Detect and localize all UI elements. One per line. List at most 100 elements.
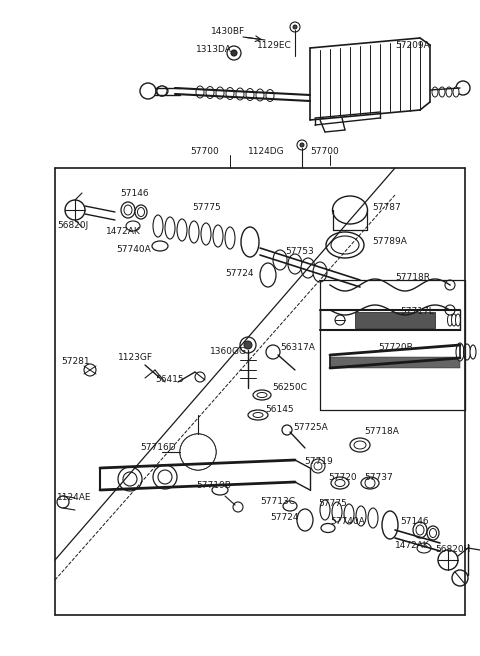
Ellipse shape: [257, 392, 267, 398]
Circle shape: [192, 446, 204, 458]
Circle shape: [227, 46, 241, 60]
Ellipse shape: [332, 502, 342, 522]
Text: 1124DG: 1124DG: [248, 148, 285, 157]
Ellipse shape: [124, 205, 132, 215]
Text: 57146: 57146: [120, 188, 149, 197]
Circle shape: [456, 81, 470, 95]
Text: 57716D: 57716D: [140, 443, 176, 453]
Ellipse shape: [326, 232, 364, 258]
Circle shape: [452, 570, 468, 586]
Text: 57718R: 57718R: [395, 274, 430, 283]
Ellipse shape: [266, 89, 274, 102]
Text: 57775: 57775: [318, 499, 347, 508]
Text: 57753: 57753: [285, 247, 314, 256]
Text: 56820J: 56820J: [57, 222, 88, 230]
Circle shape: [438, 550, 458, 570]
Ellipse shape: [253, 413, 263, 417]
Ellipse shape: [331, 477, 349, 489]
Text: 57719B: 57719B: [196, 480, 231, 489]
Circle shape: [231, 50, 237, 56]
Text: 57720B: 57720B: [378, 344, 413, 352]
Circle shape: [290, 22, 300, 32]
Ellipse shape: [432, 87, 438, 97]
Ellipse shape: [453, 87, 459, 97]
Circle shape: [180, 434, 216, 470]
Ellipse shape: [177, 219, 187, 241]
Text: 57700: 57700: [310, 148, 339, 157]
Ellipse shape: [331, 236, 359, 254]
Circle shape: [153, 465, 177, 489]
Ellipse shape: [225, 227, 235, 249]
Ellipse shape: [344, 504, 354, 524]
Ellipse shape: [180, 434, 216, 470]
Ellipse shape: [226, 87, 234, 100]
Text: 1472AK: 1472AK: [395, 541, 430, 550]
Text: 1124AE: 1124AE: [57, 493, 92, 502]
Circle shape: [311, 459, 325, 473]
Ellipse shape: [417, 543, 431, 553]
Ellipse shape: [456, 314, 460, 326]
Ellipse shape: [464, 344, 470, 360]
Circle shape: [57, 496, 69, 508]
Ellipse shape: [447, 314, 453, 326]
Circle shape: [297, 140, 307, 150]
Ellipse shape: [216, 87, 224, 99]
Circle shape: [240, 337, 256, 353]
Ellipse shape: [260, 263, 276, 287]
Ellipse shape: [368, 508, 378, 528]
Ellipse shape: [248, 410, 268, 420]
Ellipse shape: [288, 254, 302, 274]
Ellipse shape: [246, 89, 254, 100]
Ellipse shape: [413, 522, 427, 538]
Ellipse shape: [333, 196, 368, 224]
Circle shape: [300, 143, 304, 147]
Circle shape: [118, 467, 142, 491]
Ellipse shape: [241, 227, 259, 257]
Ellipse shape: [356, 506, 366, 526]
Text: 57725A: 57725A: [293, 424, 328, 432]
Text: 57724: 57724: [225, 270, 253, 279]
Ellipse shape: [236, 88, 244, 100]
Circle shape: [266, 345, 280, 359]
Text: 57720: 57720: [328, 474, 357, 483]
Ellipse shape: [350, 438, 370, 452]
Circle shape: [282, 425, 292, 435]
Bar: [330, 357, 460, 368]
Text: 56317A: 56317A: [280, 344, 315, 352]
Ellipse shape: [439, 87, 445, 97]
Text: 57775: 57775: [192, 203, 221, 213]
Ellipse shape: [456, 343, 464, 361]
Ellipse shape: [452, 314, 456, 326]
Circle shape: [233, 502, 243, 512]
Text: 57737: 57737: [364, 474, 393, 483]
Ellipse shape: [301, 258, 315, 278]
Text: 57740A: 57740A: [330, 518, 365, 527]
Ellipse shape: [416, 525, 424, 535]
Text: 57281: 57281: [61, 358, 90, 367]
Text: 57146: 57146: [400, 518, 429, 527]
Ellipse shape: [253, 390, 271, 400]
Text: 56820H: 56820H: [435, 546, 470, 554]
Ellipse shape: [156, 86, 168, 96]
Circle shape: [335, 315, 345, 325]
Ellipse shape: [126, 221, 140, 231]
Ellipse shape: [313, 262, 327, 282]
Text: 56250C: 56250C: [272, 384, 307, 392]
Text: 1360GG: 1360GG: [210, 348, 247, 356]
Circle shape: [123, 472, 137, 486]
Ellipse shape: [152, 241, 168, 251]
Ellipse shape: [283, 501, 297, 511]
Ellipse shape: [153, 215, 163, 237]
Text: 1313DA: 1313DA: [196, 45, 232, 54]
Ellipse shape: [354, 441, 366, 449]
Ellipse shape: [137, 207, 144, 216]
Text: 57700: 57700: [190, 148, 219, 157]
Ellipse shape: [427, 526, 439, 540]
Ellipse shape: [121, 202, 135, 218]
Text: 57717L: 57717L: [400, 308, 434, 316]
Ellipse shape: [212, 485, 228, 495]
Ellipse shape: [382, 511, 398, 539]
Text: 57740A: 57740A: [116, 245, 151, 255]
Text: 1123GF: 1123GF: [118, 354, 153, 363]
Ellipse shape: [165, 217, 175, 239]
